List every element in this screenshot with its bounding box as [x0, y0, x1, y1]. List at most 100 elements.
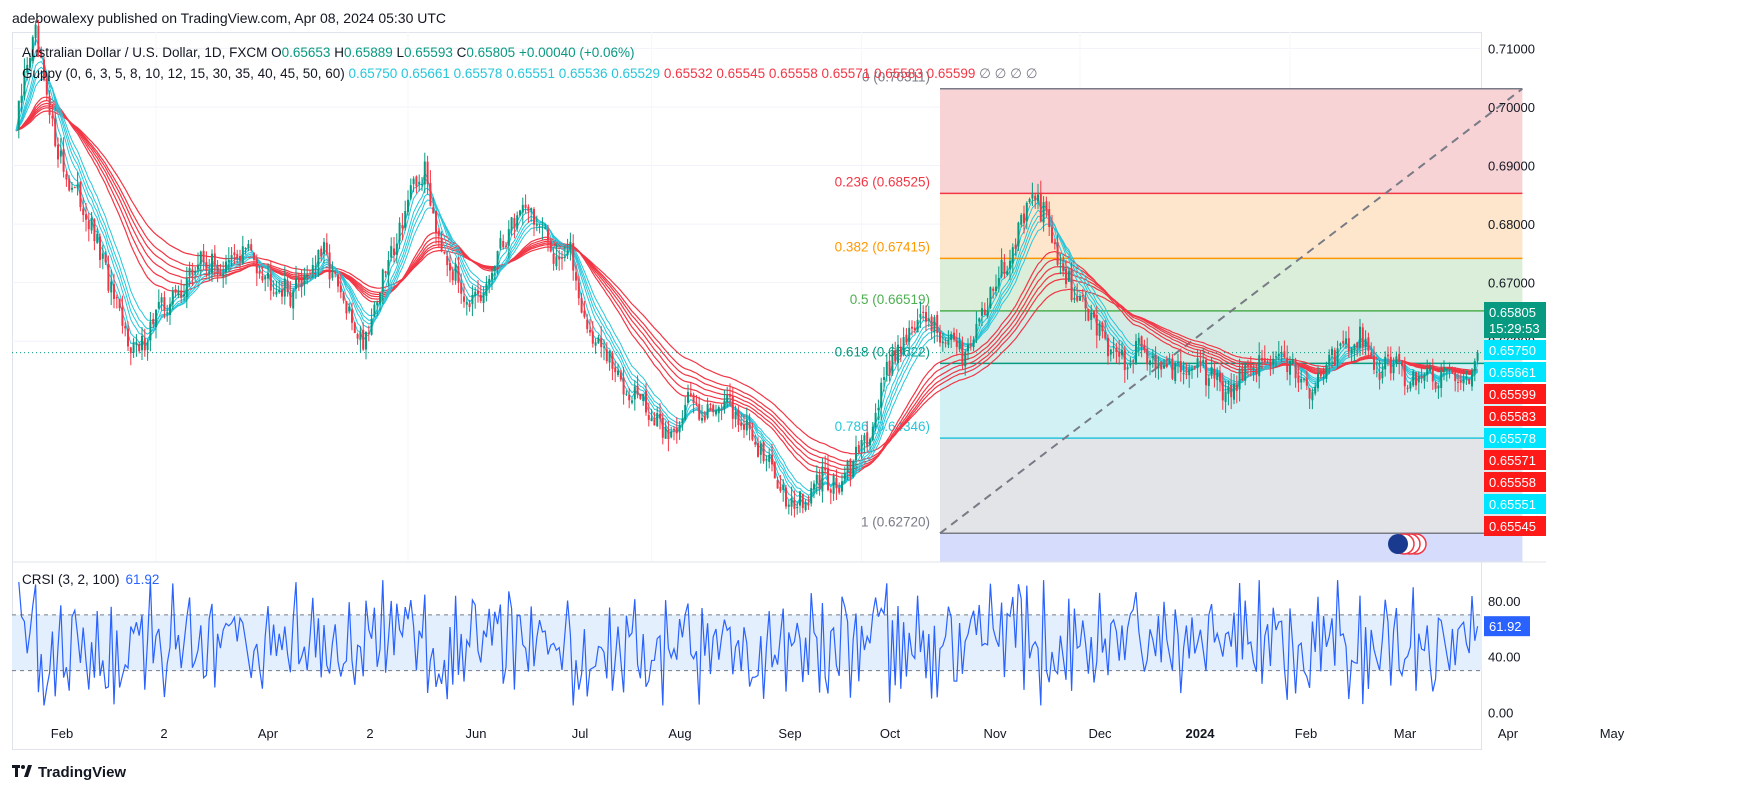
- candle-body: [617, 370, 619, 375]
- candle-body: [1261, 357, 1263, 361]
- candle-body: [390, 246, 393, 258]
- candle-body: [776, 480, 779, 489]
- candle-body: [99, 236, 101, 261]
- candle-body: [331, 272, 334, 278]
- candle-body: [983, 309, 986, 315]
- candle-body: [726, 395, 729, 403]
- candle-body: [1403, 364, 1406, 387]
- candle-body: [1009, 260, 1011, 269]
- candle-body: [594, 342, 597, 346]
- price-tag-value: 0.65583: [1489, 409, 1536, 424]
- candle-body: [348, 306, 351, 312]
- candle-body: [1135, 340, 1137, 364]
- candle-body: [311, 264, 314, 273]
- candle-body: [1308, 388, 1311, 399]
- candle-body: [1291, 359, 1294, 364]
- candle-body: [1233, 383, 1235, 400]
- candle-body: [31, 37, 34, 61]
- symbol-name[interactable]: Australian Dollar / U.S. Dollar, 1D, FXC…: [22, 45, 268, 60]
- candle-body: [720, 409, 723, 411]
- candle-body: [1361, 327, 1364, 347]
- price-tag: [1484, 450, 1546, 470]
- candle-body: [1294, 360, 1297, 379]
- candle-body: [334, 272, 337, 274]
- gmma-title[interactable]: Guppy (0, 6, 3, 5, 8, 10, 12, 15, 30, 35…: [22, 66, 345, 81]
- candle-body: [1367, 337, 1370, 351]
- price-tick-label: 0.71000: [1488, 41, 1535, 56]
- candle-body: [1081, 295, 1084, 297]
- fib-level-label: 1 (0.62720): [861, 514, 930, 529]
- publisher-line: adebowalexy published on TradingView.com…: [12, 10, 447, 26]
- candle-body: [118, 298, 121, 309]
- candle-body: [709, 403, 712, 405]
- candle-body: [152, 318, 155, 325]
- close-label: C: [456, 45, 467, 60]
- crsi-title[interactable]: CRSI (3, 2, 100): [22, 572, 120, 587]
- candle-body: [1359, 326, 1361, 348]
- candle-body: [779, 486, 782, 492]
- candle-body: [941, 341, 944, 344]
- candle-body: [1101, 323, 1104, 332]
- candle-body: [1076, 295, 1079, 301]
- tradingview-logo-icon: [12, 764, 32, 781]
- candle-body: [972, 339, 975, 348]
- candle-body: [656, 412, 659, 427]
- candle-body: [695, 402, 698, 404]
- candle-body: [155, 309, 157, 328]
- candle-body: [426, 161, 429, 184]
- candle-body: [841, 481, 843, 492]
- candle-body: [1451, 367, 1454, 373]
- fibonacci-retracement: 0 (0.70311) 0.236 (0.68525) 0.382 (0.67415…: [835, 70, 1524, 562]
- candle-body: [20, 95, 23, 104]
- candle-body: [496, 251, 499, 265]
- candle-body: [586, 319, 589, 330]
- candle-body: [1401, 361, 1403, 366]
- candle-body: [1112, 346, 1115, 348]
- candle-body: [751, 431, 754, 440]
- candle-body: [964, 352, 967, 367]
- candle-body: [622, 377, 625, 395]
- candle-body: [465, 301, 468, 305]
- candle-body: [342, 292, 345, 301]
- candle-body: [93, 219, 96, 242]
- candle-body: [191, 269, 194, 275]
- candle-body: [1062, 263, 1065, 272]
- candle-body: [835, 477, 838, 489]
- price-tag: [1484, 472, 1546, 492]
- time-tick-label: Jul: [572, 726, 589, 741]
- candle-body: [785, 487, 787, 507]
- crsi-value: 61.92: [125, 572, 160, 587]
- candle-body: [1333, 350, 1336, 366]
- candle-body: [1199, 360, 1202, 364]
- candle-body: [1132, 360, 1135, 362]
- candle-body: [1443, 367, 1445, 372]
- candle-body: [1297, 375, 1300, 383]
- candle-body: [303, 275, 306, 285]
- candle-body: [555, 256, 558, 267]
- candle-body: [1431, 369, 1434, 382]
- candle-body: [1300, 378, 1303, 383]
- candle-body: [824, 468, 827, 471]
- candle-body: [916, 319, 919, 333]
- time-tick-label: 2: [366, 726, 373, 741]
- candle-body: [675, 427, 678, 434]
- candle-body: [1140, 336, 1143, 347]
- open-value: 0.65653: [281, 45, 331, 60]
- candle-body: [1238, 368, 1241, 390]
- candle-body: [1193, 366, 1196, 368]
- candle-body: [549, 241, 552, 252]
- price-tag: [1484, 494, 1546, 514]
- candle-body: [874, 412, 877, 427]
- candle-body: [1266, 361, 1269, 363]
- tradingview-brand[interactable]: TradingView: [12, 764, 126, 781]
- candle-body: [132, 342, 135, 353]
- candle-body: [967, 344, 969, 352]
- candle-body: [611, 353, 614, 369]
- gmma-fast-values: 0.65750 0.65661 0.65578 0.65551 0.65536 …: [348, 66, 661, 81]
- price-axis: 0.710000.700000.690000.680000.670000.660…: [1484, 41, 1546, 536]
- candle-body: [846, 460, 849, 473]
- candle-body: [1177, 362, 1179, 364]
- candle-body: [1219, 373, 1221, 382]
- time-tick-label: Sep: [778, 726, 801, 741]
